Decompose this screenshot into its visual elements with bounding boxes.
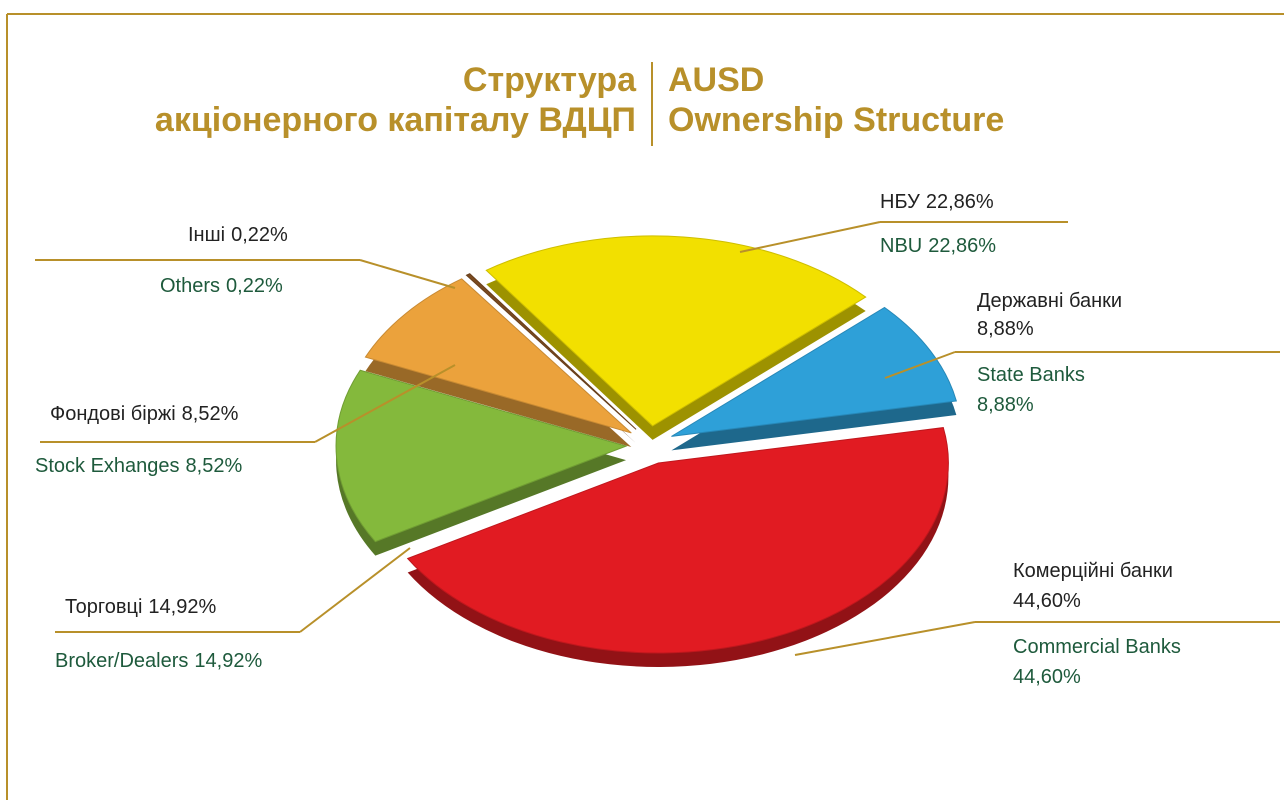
leader-line bbox=[359, 259, 456, 289]
leader-line bbox=[314, 364, 456, 443]
label-en-part: Others bbox=[160, 275, 220, 297]
label-en-part: 22,86% bbox=[928, 235, 996, 257]
label-uk: Фондові біржі 8,52% bbox=[50, 403, 239, 425]
slice bbox=[671, 306, 958, 437]
slice bbox=[406, 427, 949, 654]
label-uk-part: НБУ bbox=[880, 191, 920, 213]
slice bbox=[485, 235, 867, 427]
label-en-part: Stock Exhanges bbox=[35, 455, 180, 477]
label-en-part: 8,52% bbox=[186, 455, 243, 477]
label-en: Commercial Banks bbox=[1013, 636, 1181, 658]
label-uk-part: Інші bbox=[188, 224, 225, 246]
label-en-part: State Banks bbox=[977, 364, 1085, 386]
label-en-value: 8,88% bbox=[977, 394, 1034, 416]
slice bbox=[335, 369, 628, 543]
slice bbox=[364, 278, 632, 434]
label-uk: Торговці 14,92% bbox=[65, 596, 216, 618]
label-en-part: NBU bbox=[880, 235, 922, 257]
label-en-part: 0,22% bbox=[226, 275, 283, 297]
label-uk: Комерційні банки bbox=[1013, 560, 1173, 582]
label-en: Stock Exhanges 8,52% bbox=[35, 455, 242, 477]
label-en-part: Commercial Banks bbox=[1013, 636, 1181, 658]
label-uk-part: Комерційні банки bbox=[1013, 560, 1173, 582]
label-en-value: 44,60% bbox=[1013, 666, 1081, 688]
label-en: Others 0,22% bbox=[160, 275, 283, 297]
label-uk-part: Торговці bbox=[65, 596, 142, 618]
label-uk-part: Фондові біржі bbox=[50, 403, 176, 425]
label-uk-part: Державні банки bbox=[977, 290, 1122, 312]
label-uk-part: 8,52% bbox=[182, 403, 239, 425]
label-uk: Державні банки bbox=[977, 290, 1122, 312]
label-en-value-part: 44,60% bbox=[1013, 666, 1081, 688]
title-en: Ownership Structure bbox=[668, 101, 1004, 139]
label-uk-part: 0,22% bbox=[231, 224, 288, 246]
label-uk: Інші 0,22% bbox=[188, 224, 288, 246]
label-uk-part: 22,86% bbox=[926, 191, 994, 213]
label-en: Broker/Dealers 14,92% bbox=[55, 650, 262, 672]
label-uk-value-part: 8,88% bbox=[977, 318, 1034, 340]
label-uk: НБУ 22,86% bbox=[880, 191, 994, 213]
leader-line bbox=[884, 351, 956, 379]
label-en: NBU 22,86% bbox=[880, 235, 996, 257]
leader-line bbox=[739, 221, 881, 253]
label-uk-value: 44,60% bbox=[1013, 590, 1081, 612]
label-en-value-part: 8,88% bbox=[977, 394, 1034, 416]
label-uk-value: 8,88% bbox=[977, 318, 1034, 340]
label-uk-part: 14,92% bbox=[148, 596, 216, 618]
leader-line bbox=[299, 547, 411, 633]
slice bbox=[465, 273, 637, 430]
leader-line bbox=[794, 621, 976, 656]
label-en-part: Broker/Dealers bbox=[55, 650, 188, 672]
label-en-part: 14,92% bbox=[194, 650, 262, 672]
title-en: AUSD bbox=[668, 61, 764, 99]
title-uk: акціонерного капіталу ВДЦП bbox=[155, 101, 636, 139]
label-uk-value-part: 44,60% bbox=[1013, 590, 1081, 612]
label-en: State Banks bbox=[977, 364, 1085, 386]
title-uk: Структура bbox=[463, 61, 637, 99]
